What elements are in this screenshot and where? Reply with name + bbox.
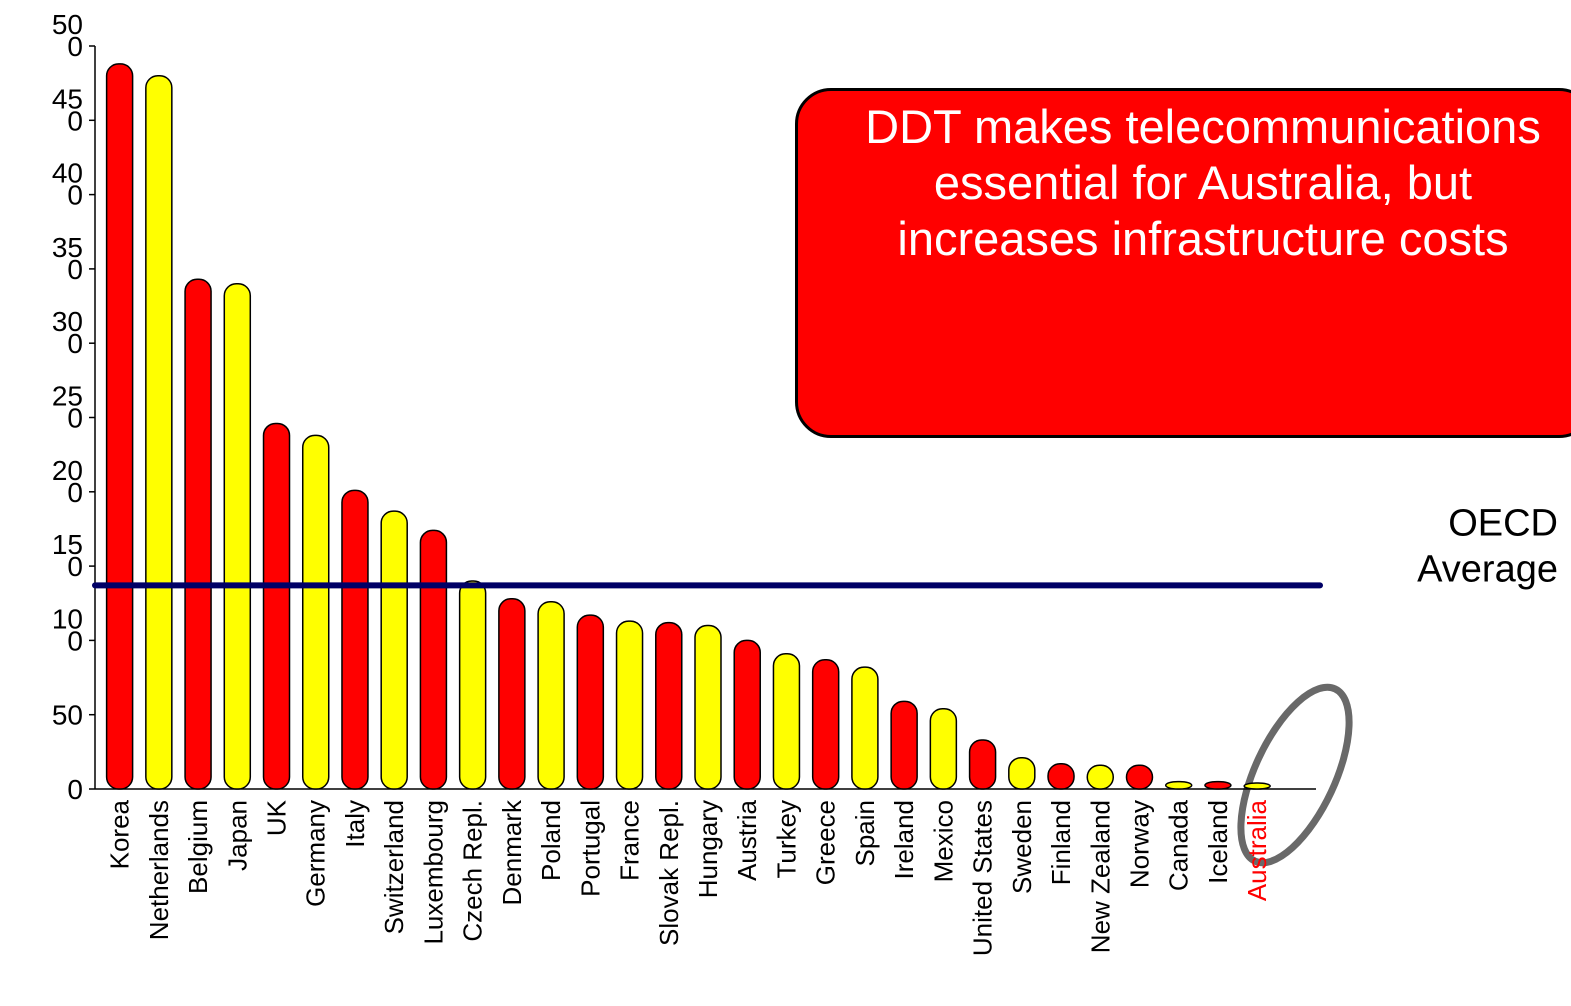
y-tick-label: 15 0 bbox=[52, 529, 83, 582]
average-label-line: OECD bbox=[1448, 502, 1558, 544]
y-tick-label: 25 0 bbox=[52, 381, 83, 434]
x-tick-label: Czech Repl. bbox=[458, 800, 488, 942]
x-tick-label: Turkey bbox=[771, 800, 801, 879]
y-tick-label-part: 50 bbox=[52, 9, 83, 40]
bar bbox=[655, 621, 683, 790]
y-tick-label-part: 10 bbox=[52, 603, 83, 634]
x-tick-label: Canada bbox=[1164, 799, 1194, 891]
y-tick-label-part: 45 bbox=[52, 83, 83, 114]
x-tick-label: Sweden bbox=[1007, 800, 1037, 894]
bar bbox=[301, 434, 330, 790]
y-tick-label: 50 0 bbox=[52, 9, 83, 62]
x-tick-label: Korea bbox=[105, 799, 135, 869]
y-tick-label: 40 0 bbox=[52, 158, 83, 211]
y-tick-label-part: 0 bbox=[67, 105, 83, 136]
annotation-box: DDT makes telecommunications essential f… bbox=[795, 88, 1571, 438]
y-tick-label-part: 25 bbox=[52, 381, 83, 412]
bar bbox=[1125, 764, 1154, 790]
bar bbox=[262, 422, 291, 790]
bar bbox=[1008, 757, 1036, 790]
bar bbox=[1164, 780, 1193, 790]
bar bbox=[458, 580, 487, 790]
x-tick-label: Ireland bbox=[889, 800, 919, 880]
bar bbox=[851, 666, 879, 790]
bar bbox=[733, 639, 761, 790]
bar bbox=[1204, 780, 1232, 790]
x-tick-label: Slovak Repl. bbox=[654, 800, 684, 946]
y-tick-label-part: 0 bbox=[67, 403, 83, 434]
bar bbox=[537, 601, 565, 790]
bar bbox=[1047, 762, 1075, 790]
x-tick-label: Poland bbox=[536, 800, 566, 881]
x-tick-label: Norway bbox=[1124, 800, 1154, 888]
y-tick-label: 10 0 bbox=[52, 603, 83, 656]
x-tick-label: France bbox=[615, 800, 645, 881]
x-tick-label: Greece bbox=[811, 800, 841, 885]
y-tick-label-part: 0 bbox=[67, 180, 83, 211]
x-tick-label: Luxembourg bbox=[418, 800, 448, 945]
average-label: OECD Average bbox=[1417, 502, 1558, 590]
y-tick-label: 50 bbox=[52, 700, 83, 731]
x-tick-label: Australia bbox=[1242, 799, 1272, 901]
bar bbox=[1086, 764, 1115, 790]
x-tick-label: United States bbox=[968, 800, 998, 956]
y-tick-label: 45 0 bbox=[52, 83, 83, 136]
bar bbox=[341, 489, 369, 790]
x-tick-label: Italy bbox=[340, 800, 370, 848]
bar bbox=[1243, 782, 1271, 790]
y-tick-label-part: 0 bbox=[67, 625, 83, 656]
x-tick-label: Hungary bbox=[693, 800, 723, 898]
y-tick-label-part: 0 bbox=[67, 254, 83, 285]
x-tick-label: Netherlands bbox=[144, 800, 174, 940]
x-tick-label: Germany bbox=[301, 800, 331, 907]
bar bbox=[929, 708, 958, 790]
bar bbox=[811, 658, 840, 790]
y-tick-label-part: 0 bbox=[67, 31, 83, 62]
bar bbox=[576, 614, 605, 790]
y-tick-label-part: 0 bbox=[67, 328, 83, 359]
x-tick-label: Spain bbox=[850, 800, 880, 867]
bar bbox=[694, 624, 722, 790]
y-tick-label: 35 0 bbox=[52, 232, 83, 285]
y-tick-label: 30 0 bbox=[52, 306, 83, 359]
bar bbox=[615, 620, 644, 790]
bar bbox=[968, 739, 997, 790]
annotation-text: DDT makes telecommunications essential f… bbox=[865, 100, 1541, 265]
bar bbox=[105, 63, 134, 790]
y-tick-label-part: 20 bbox=[52, 455, 83, 486]
x-tick-label: Switzerland bbox=[379, 800, 409, 934]
y-tick-label-part: 0 bbox=[67, 551, 83, 582]
y-tick-label-part: 40 bbox=[52, 158, 83, 189]
y-tick-label-part: 15 bbox=[52, 529, 83, 560]
circle-scribble bbox=[1237, 683, 1353, 867]
bar bbox=[380, 510, 408, 790]
x-tick-label: Mexico bbox=[928, 800, 958, 882]
y-tick-label-part: 0 bbox=[67, 477, 83, 508]
bar bbox=[145, 74, 173, 790]
bar bbox=[498, 598, 526, 790]
bar bbox=[223, 283, 252, 790]
y-tick-label: 0 bbox=[67, 774, 83, 805]
x-tick-label: Belgium bbox=[183, 800, 213, 894]
x-tick-label: New Zealand bbox=[1085, 800, 1115, 953]
x-tick-label: Austria bbox=[732, 799, 762, 880]
bar bbox=[890, 700, 918, 790]
bar bbox=[184, 278, 212, 790]
x-tick-label: UK bbox=[262, 799, 292, 836]
bar bbox=[419, 529, 448, 790]
x-tick-label: Iceland bbox=[1203, 800, 1233, 884]
x-tick-label: Portugal bbox=[575, 800, 605, 897]
y-tick-label-part: 35 bbox=[52, 232, 83, 263]
x-tick-label: Finland bbox=[1046, 800, 1076, 885]
average-label-line: Average bbox=[1417, 548, 1558, 590]
y-tick-label-part: 30 bbox=[52, 306, 83, 337]
x-tick-label: Japan bbox=[222, 800, 252, 871]
x-tick-label: Denmark bbox=[497, 799, 527, 905]
bar bbox=[772, 653, 801, 790]
y-tick-label: 20 0 bbox=[52, 455, 83, 508]
